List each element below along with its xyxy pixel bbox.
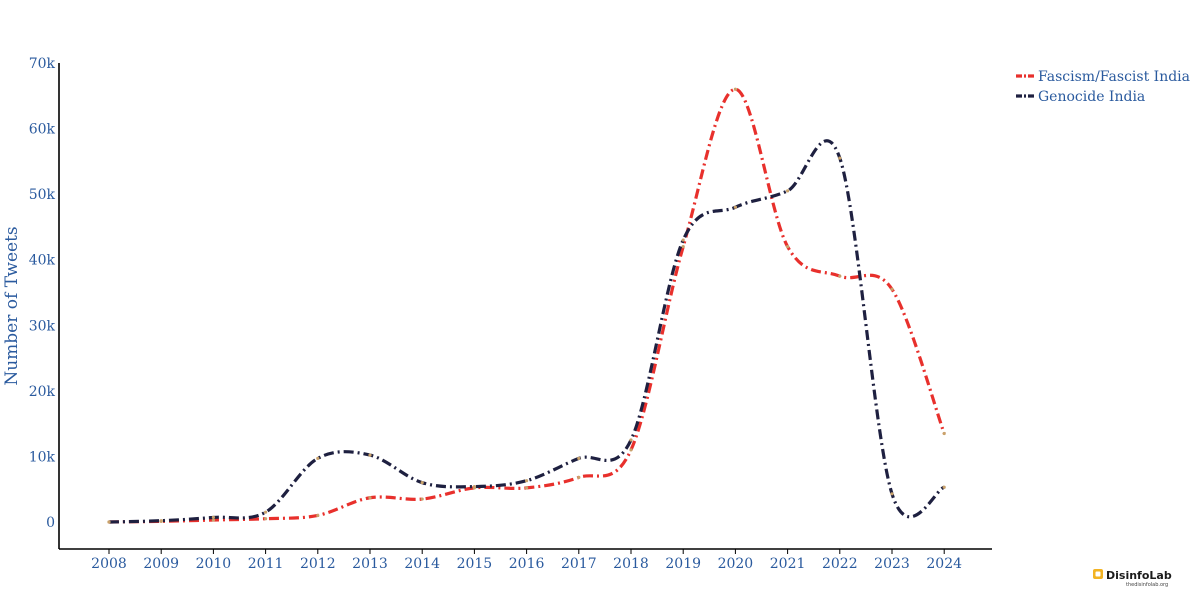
data-point <box>786 189 790 193</box>
y-tick-label: 60k <box>29 122 56 138</box>
x-tick-label: 2022 <box>822 556 858 572</box>
x-tick-label: 2018 <box>613 556 649 572</box>
x-tick-label: 2020 <box>718 556 754 572</box>
data-point <box>681 238 685 242</box>
data-point <box>838 156 842 160</box>
data-point <box>211 518 215 522</box>
data-point <box>577 475 581 480</box>
data-point <box>629 438 633 442</box>
x-tick-label: 2016 <box>509 556 545 572</box>
y-tick-label: 70k <box>29 56 56 72</box>
x-tick-label: 2017 <box>561 556 597 572</box>
data-point <box>733 205 738 209</box>
x-axis-ticks: 2008 2009 2010 2011 2012 2013 2014 2015 2016 2017… <box>91 549 962 572</box>
series-layer <box>107 87 946 524</box>
legend-label: Genocide India <box>1038 89 1145 105</box>
data-point <box>316 513 320 518</box>
x-tick-label: 2013 <box>352 556 388 572</box>
y-tick-label: 10k <box>29 449 56 465</box>
data-point <box>264 510 268 514</box>
y-tick-label: 0 <box>46 515 55 531</box>
data-point <box>525 486 529 490</box>
data-point <box>368 453 372 457</box>
logo-name: DisinfoLab <box>1106 569 1172 582</box>
y-tick-label: 30k <box>29 318 56 334</box>
data-point <box>681 245 685 249</box>
data-point <box>264 517 268 521</box>
data-point <box>420 497 424 501</box>
data-point <box>525 479 529 483</box>
series-line-1 <box>108 139 945 524</box>
y-axis-title: Number of Tweets <box>2 226 22 385</box>
x-tick-label: 2015 <box>457 556 493 572</box>
disinfolab-logo: DisinfoLab thedisinfolab.org <box>1093 569 1172 588</box>
data-point <box>942 485 946 489</box>
x-tick-label: 2019 <box>665 556 701 572</box>
data-point <box>159 519 163 523</box>
data-point <box>838 274 842 278</box>
x-tick-label: 2014 <box>404 556 440 572</box>
data-point <box>577 456 581 460</box>
data-point <box>368 496 372 500</box>
data-point <box>890 492 894 496</box>
data-point <box>890 287 894 291</box>
x-tick-label: 2012 <box>300 556 336 572</box>
data-point <box>733 87 738 91</box>
y-tick-label: 50k <box>29 187 56 203</box>
y-tick-label: 40k <box>29 253 56 269</box>
x-tick-label: 2010 <box>196 556 232 572</box>
data-point <box>420 481 424 485</box>
x-tick-label: 2023 <box>874 556 910 572</box>
data-point <box>107 520 111 524</box>
data-point <box>316 456 320 460</box>
x-tick-label: 2008 <box>91 556 127 572</box>
data-point <box>472 484 476 489</box>
data-point <box>942 431 946 436</box>
data-point <box>786 245 790 249</box>
data-point <box>211 515 215 520</box>
x-tick-label: 2024 <box>926 556 962 572</box>
legend-label: Fascism/Fascist India <box>1038 69 1190 85</box>
x-tick-label: 2021 <box>770 556 806 572</box>
series-line-0 <box>108 87 946 524</box>
legend: Fascism/Fascist India Genocide India <box>1016 69 1190 105</box>
x-tick-label: 2009 <box>143 556 179 572</box>
y-tick-label: 20k <box>29 384 56 400</box>
x-tick-label: 2011 <box>248 556 284 572</box>
y-axis-ticks: 0 10k 20k 30k 40k 50k 60k 70k <box>29 56 56 531</box>
logo-url: thedisinfolab.org <box>1126 582 1168 588</box>
data-point <box>629 448 633 452</box>
